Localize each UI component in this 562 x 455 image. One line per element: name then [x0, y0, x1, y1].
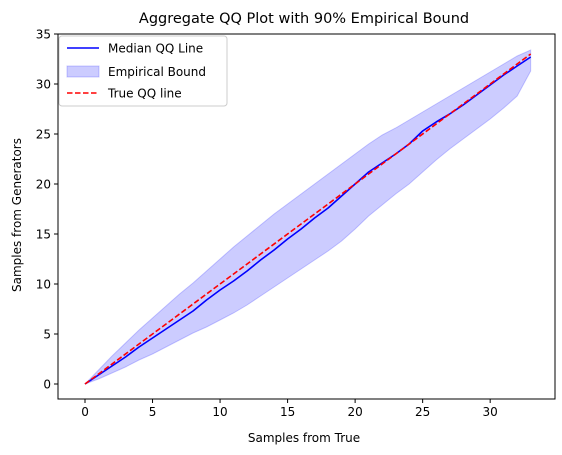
x-tick-label: 0 — [81, 405, 89, 419]
plot-frame — [57, 33, 556, 400]
legend-swatch-empirical-bound — [66, 65, 100, 78]
legend-box — [58, 35, 228, 107]
legend: Median QQ Line Empirical Bound True QQ l… — [58, 35, 228, 107]
x-tick-label: 20 — [347, 405, 362, 419]
x-tick-label: 25 — [415, 405, 430, 419]
x-axis-label: Samples from True — [248, 431, 360, 445]
chart-title: Aggregate QQ Plot with 90% Empirical Bou… — [139, 11, 469, 27]
y-tick-label: 0 — [43, 377, 51, 391]
y-tick-label: 25 — [36, 127, 51, 141]
y-tick-label: 35 — [36, 27, 51, 41]
y-tick-label: 10 — [36, 277, 51, 291]
y-tick-label: 30 — [36, 77, 51, 91]
x-tick-label: 5 — [149, 405, 157, 419]
axes: 0 5 10 15 20 25 30 0 5 10 15 20 25 30 35 — [36, 27, 556, 419]
x-tick-label: 10 — [212, 405, 227, 419]
y-tick-label: 15 — [36, 227, 51, 241]
y-axis-label: Samples from Generators — [10, 138, 24, 292]
legend-label-true-line: True QQ line — [107, 87, 182, 101]
x-tick-label: 30 — [483, 405, 498, 419]
series-median-qq-line — [84, 56, 532, 385]
plot-area — [84, 49, 532, 385]
y-tick-label: 20 — [36, 177, 51, 191]
series-true-qq-line — [84, 53, 532, 385]
legend-label-empirical-bound: Empirical Bound — [108, 65, 206, 79]
legend-label-median-line: Median QQ Line — [108, 42, 203, 56]
x-tick-label: 15 — [280, 405, 295, 419]
y-tick-label: 5 — [43, 327, 51, 341]
